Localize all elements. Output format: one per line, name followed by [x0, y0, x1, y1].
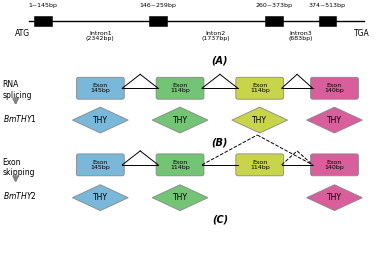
Bar — [149, 16, 167, 25]
Text: 146~259bp: 146~259bp — [140, 3, 177, 8]
FancyBboxPatch shape — [311, 154, 358, 176]
Text: Exon
145bp: Exon 145bp — [90, 160, 110, 170]
Bar — [265, 16, 283, 25]
Text: (C): (C) — [212, 215, 228, 225]
FancyBboxPatch shape — [77, 154, 124, 176]
Text: Exon
145bp: Exon 145bp — [90, 83, 110, 93]
Polygon shape — [72, 185, 128, 211]
Text: THY: THY — [327, 115, 342, 125]
Polygon shape — [152, 185, 208, 211]
Text: TGA: TGA — [354, 28, 369, 38]
FancyBboxPatch shape — [77, 77, 124, 99]
Text: Exon
114bp: Exon 114bp — [250, 160, 270, 170]
FancyBboxPatch shape — [236, 77, 284, 99]
Text: 1~145bp: 1~145bp — [28, 3, 57, 8]
Text: Intron3
(683bp): Intron3 (683bp) — [288, 31, 313, 41]
Text: 374~513bp: 374~513bp — [309, 3, 346, 8]
FancyBboxPatch shape — [156, 77, 204, 99]
Text: ATG: ATG — [15, 28, 30, 38]
Text: Exon
140bp: Exon 140bp — [325, 160, 344, 170]
Text: THY: THY — [327, 193, 342, 202]
Polygon shape — [152, 107, 208, 133]
Text: THY: THY — [173, 115, 188, 125]
Text: $\it{BmTHY2}$: $\it{BmTHY2}$ — [3, 190, 36, 201]
Polygon shape — [232, 107, 288, 133]
Bar — [319, 16, 337, 25]
Text: Inton2
(1737bp): Inton2 (1737bp) — [201, 31, 230, 41]
Text: Exon
114bp: Exon 114bp — [170, 83, 190, 93]
Text: (A): (A) — [212, 55, 228, 65]
Text: THY: THY — [93, 115, 108, 125]
Polygon shape — [306, 185, 362, 211]
Text: Intron1
(2342bp): Intron1 (2342bp) — [86, 31, 115, 41]
Text: Exon
140bp: Exon 140bp — [325, 83, 344, 93]
Text: Exon
114bp: Exon 114bp — [250, 83, 270, 93]
Text: (B): (B) — [212, 138, 228, 148]
FancyBboxPatch shape — [156, 154, 204, 176]
Text: THY: THY — [252, 115, 267, 125]
FancyBboxPatch shape — [236, 154, 284, 176]
Bar — [34, 16, 51, 25]
Text: THY: THY — [93, 193, 108, 202]
Text: 260~373bp: 260~373bp — [255, 3, 292, 8]
FancyBboxPatch shape — [311, 77, 358, 99]
Text: THY: THY — [173, 193, 188, 202]
Polygon shape — [306, 107, 362, 133]
Text: $\it{BmTHY1}$: $\it{BmTHY1}$ — [3, 113, 36, 124]
Text: RNA
splicing: RNA splicing — [3, 80, 32, 100]
Text: Exon
skipping: Exon skipping — [3, 158, 35, 177]
Text: Exon
114bp: Exon 114bp — [170, 160, 190, 170]
Polygon shape — [72, 107, 128, 133]
